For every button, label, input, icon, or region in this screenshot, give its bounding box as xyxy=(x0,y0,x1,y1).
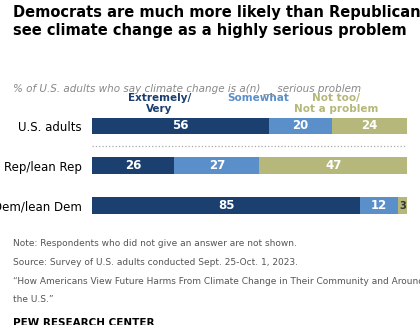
Bar xyxy=(360,197,398,214)
Text: 56: 56 xyxy=(172,119,189,132)
Text: 47: 47 xyxy=(325,159,341,172)
Bar xyxy=(332,118,407,134)
Bar xyxy=(398,197,407,214)
Text: Note: Respondents who did not give an answer are not shown.: Note: Respondents who did not give an an… xyxy=(13,239,297,248)
Text: 12: 12 xyxy=(371,199,387,212)
Text: 3: 3 xyxy=(399,201,406,211)
Text: 27: 27 xyxy=(209,159,225,172)
Bar xyxy=(92,118,269,134)
Text: Source: Survey of U.S. adults conducted Sept. 25-Oct. 1, 2023.: Source: Survey of U.S. adults conducted … xyxy=(13,258,298,267)
Text: 85: 85 xyxy=(218,199,234,212)
Bar xyxy=(174,157,260,174)
Text: 20: 20 xyxy=(292,119,308,132)
Text: Democrats are much more likely than Republicans to
see climate change as a highl: Democrats are much more likely than Repu… xyxy=(13,5,420,38)
Text: Somewhat: Somewhat xyxy=(227,93,289,103)
Text: “How Americans View Future Harms From Climate Change in Their Community and Arou: “How Americans View Future Harms From Cl… xyxy=(13,277,420,286)
Text: 26: 26 xyxy=(125,159,142,172)
Bar xyxy=(269,118,332,134)
Text: Not too/
Not a problem: Not too/ Not a problem xyxy=(294,93,378,114)
Text: PEW RESEARCH CENTER: PEW RESEARCH CENTER xyxy=(13,318,154,325)
Text: Extremely/
Very: Extremely/ Very xyxy=(128,93,191,114)
Bar xyxy=(92,157,174,174)
Text: 24: 24 xyxy=(362,119,378,132)
Bar xyxy=(260,157,407,174)
Text: the U.S.”: the U.S.” xyxy=(13,295,53,305)
Text: % of U.S. adults who say climate change is a(n) __ serious problem: % of U.S. adults who say climate change … xyxy=(13,83,361,94)
Bar xyxy=(92,197,360,214)
